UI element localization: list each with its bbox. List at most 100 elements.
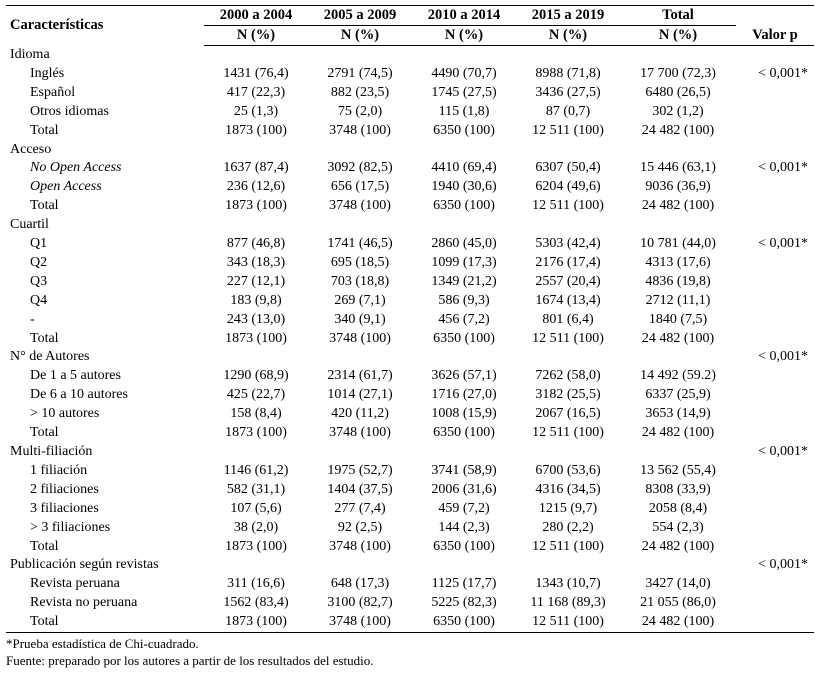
table-row: Q1 877 (46,8) 1741 (46,5) 2860 (45,0) 5303 (… — [6, 235, 814, 254]
cell-value — [308, 141, 412, 160]
cell-value: 343 (18,3) — [226, 254, 286, 270]
row-label: De 1 a 5 autores — [30, 368, 121, 384]
cell-value — [516, 443, 620, 462]
section-label: Cuartil — [10, 217, 49, 233]
cell-value: 12 511 (100) — [532, 122, 604, 138]
header-period-4: 2015 a 2019 — [516, 5, 620, 26]
cell-value: 12 511 (100) — [532, 330, 604, 346]
cell-value: 243 (13,0) — [226, 311, 286, 327]
cell-value — [204, 141, 308, 160]
cell-value: 1014 (27,1) — [327, 387, 393, 403]
row-label: Total — [30, 122, 59, 138]
cell-value — [412, 348, 516, 367]
cell-value: 6350 (100) — [433, 122, 495, 138]
table-container: Características 2000 a 2004 2005 a 2009 … — [6, 5, 814, 669]
cell-value: 6204 (49,6) — [535, 179, 601, 195]
subheader-n-pct: N (%) — [204, 25, 308, 46]
cell-value — [516, 46, 620, 65]
header-total: Total — [620, 5, 736, 26]
header-period-3: 2010 a 2014 — [412, 5, 516, 26]
table-row: Revista peruana 311 (16,6) 648 (17,3) 1125 … — [6, 575, 814, 594]
section-row: Idioma — [6, 46, 814, 65]
cell-value — [620, 46, 736, 65]
characteristics-table: Características 2000 a 2004 2005 a 2009 … — [6, 5, 814, 634]
cell-value: 3748 (100) — [329, 122, 391, 138]
cell-value: 277 (7,4) — [334, 500, 386, 516]
cell-value — [620, 216, 736, 235]
cell-value — [204, 443, 308, 462]
cell-value — [620, 556, 736, 575]
table-row: Q3 227 (12,1) 703 (18,8) 1349 (21,2) 2557 (2… — [6, 273, 814, 292]
table-notes: *Prueba estadística de Chi-cuadrado. Fue… — [6, 635, 814, 669]
cell-value: 3436 (27,5) — [535, 84, 601, 100]
p-value — [736, 424, 814, 443]
cell-value — [308, 556, 412, 575]
cell-value: 17 700 (72,3) — [640, 65, 716, 81]
cell-value: 12 511 (100) — [532, 425, 604, 441]
cell-value: 2860 (45,0) — [431, 236, 497, 252]
cell-value: 554 (2,3) — [652, 519, 704, 535]
cell-value — [204, 348, 308, 367]
row-label: - — [30, 311, 35, 327]
cell-value: 3653 (14,9) — [645, 406, 711, 422]
cell-value: 1125 (17,7) — [431, 576, 497, 592]
p-value — [736, 292, 814, 311]
p-value — [736, 405, 814, 424]
cell-value: 877 (46,8) — [226, 236, 286, 252]
cell-value: 92 (2,5) — [337, 519, 383, 535]
cell-value: 6350 (100) — [433, 538, 495, 554]
cell-value: 4313 (17,6) — [645, 254, 711, 270]
cell-value: 1741 (46,5) — [327, 236, 393, 252]
cell-value: 459 (7,2) — [438, 500, 490, 516]
cell-value: 9036 (36,9) — [645, 179, 711, 195]
table-row: De 1 a 5 autores 1290 (68,9) 2314 (61,7) 36… — [6, 367, 814, 386]
table-row: Q2 343 (18,3) 695 (18,5) 1099 (17,3) 2176 (1… — [6, 254, 814, 273]
row-label: Q1 — [30, 236, 48, 252]
cell-value: 21 055 (86,0) — [640, 595, 716, 611]
cell-value: 1873 (100) — [225, 330, 287, 346]
section-row: Publicación según revistas < 0,001* — [6, 556, 814, 575]
cell-value: 456 (7,2) — [438, 311, 490, 327]
cell-value: 24 482 (100) — [641, 425, 715, 441]
cell-value: 12 511 (100) — [532, 538, 604, 554]
cell-value: 420 (11,2) — [331, 406, 389, 422]
p-value — [736, 594, 814, 613]
cell-value: 586 (9,3) — [438, 292, 490, 308]
row-label: De 6 a 10 autores — [30, 387, 128, 403]
cell-value: 302 (1,2) — [652, 103, 704, 119]
header-period-1: 2000 a 2004 — [204, 5, 308, 26]
cell-value: 2176 (17,4) — [535, 254, 601, 270]
cell-value — [308, 216, 412, 235]
cell-value: 2791 (74,5) — [327, 65, 393, 81]
p-value — [736, 330, 814, 349]
cell-value: 227 (12,1) — [226, 273, 286, 289]
row-label: Open Access — [30, 179, 102, 195]
cell-value: 3092 (82,5) — [327, 160, 393, 176]
p-value — [736, 613, 814, 634]
table-header: Características 2000 a 2004 2005 a 2009 … — [6, 5, 814, 46]
cell-value: 11 168 (89,3) — [530, 595, 606, 611]
cell-value: 2067 (16,5) — [535, 406, 601, 422]
cell-value — [620, 141, 736, 160]
cell-value: 1873 (100) — [204, 613, 308, 634]
cell-value — [620, 443, 736, 462]
cell-value: 6350 (100) — [412, 613, 516, 634]
p-value — [736, 538, 814, 557]
cell-value — [412, 46, 516, 65]
cell-value: 12 511 (100) — [516, 613, 620, 634]
cell-value: 1290 (68,9) — [223, 368, 289, 384]
cell-value: 801 (6,4) — [542, 311, 594, 327]
note-chi-square: *Prueba estadística de Chi-cuadrado. — [6, 636, 199, 652]
table-row: > 10 autores 158 (8,4) 420 (11,2) 1008 (15,… — [6, 405, 814, 424]
header-period-2: 2005 a 2009 — [308, 5, 412, 26]
p-value: < 0,001* — [758, 444, 808, 460]
p-value — [736, 197, 814, 216]
row-label: Español — [30, 84, 76, 100]
table-row: No Open Access 1637 (87,4) 3092 (82,5) 4410… — [6, 159, 814, 178]
row-label: Total — [6, 613, 204, 634]
p-value — [736, 216, 814, 235]
cell-value — [308, 46, 412, 65]
row-label: Revista no peruana — [30, 595, 138, 611]
cell-value: 5303 (42,4) — [535, 236, 601, 252]
p-value — [736, 462, 814, 481]
